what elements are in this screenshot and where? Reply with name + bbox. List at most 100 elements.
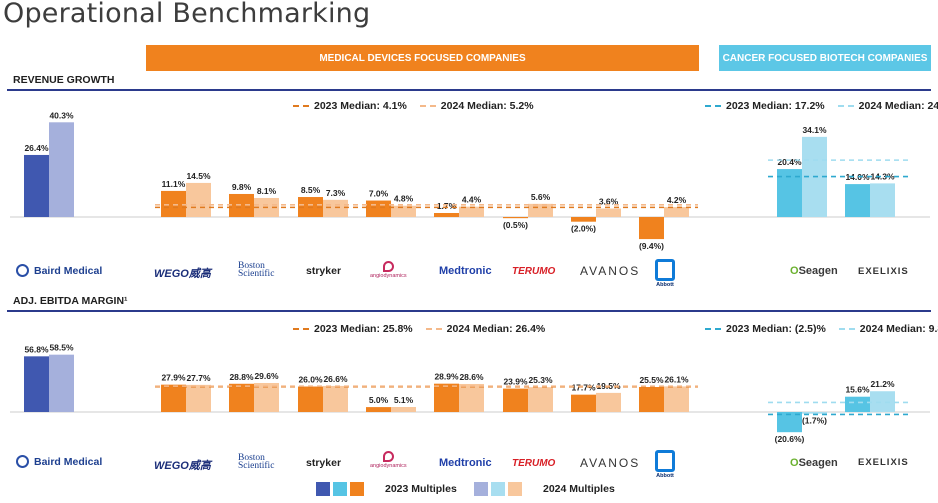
abbott-logo-icon xyxy=(655,259,675,281)
logo-stryker: stryker xyxy=(306,457,342,469)
revenue-rule xyxy=(7,89,931,91)
label-revenue-baird-2023: 26.4% xyxy=(24,143,49,153)
label-ebitda-terumo-2023: 23.9% xyxy=(503,377,528,387)
legend-2024-label: 2024 Multiples xyxy=(543,483,615,495)
bar-revenue-abbott-2024 xyxy=(664,207,689,217)
ebitda-cancer-median-legend: 2023 Median: (2.5)% 2024 Median: 9.8% xyxy=(705,323,938,335)
logo-seagen: OSeagen xyxy=(790,457,838,469)
label-revenue-baird-2024: 40.3% xyxy=(49,110,74,120)
label-ebitda-stryker-2024: 26.6% xyxy=(323,374,348,384)
label-ebitda-terumo-2024: 25.3% xyxy=(528,375,553,385)
bar-ebitda-medtronic-2024 xyxy=(459,383,484,412)
legend-swatch-cancer-2023 xyxy=(333,482,347,496)
median-2024-dash-icon xyxy=(425,328,442,330)
bar-revenue-abbott-2023 xyxy=(639,217,664,240)
bar-revenue-avanos-2024 xyxy=(596,208,621,217)
bar-ebitda-exelixis-2023 xyxy=(845,396,870,412)
logo-boston-scientific: Boston Scientific xyxy=(238,453,275,471)
median-2024-dash-icon xyxy=(837,105,854,107)
bar-ebitda-angiodynamics-2024 xyxy=(391,407,416,412)
revenue-can-2024-median: 2024 Median: 24.2% xyxy=(858,100,938,112)
label-revenue-seagen-2024: 34.1% xyxy=(802,125,827,135)
label-revenue-wego-2024: 14.5% xyxy=(186,171,211,181)
label-revenue-wego-2023: 11.1% xyxy=(162,179,186,189)
bar-ebitda-wego-2023 xyxy=(161,384,186,412)
median-2023-dash-icon xyxy=(293,328,309,330)
bar-ebitda-medtronic-2023 xyxy=(434,383,459,412)
label-revenue-terumo-2024: 5.6% xyxy=(531,192,551,202)
legend-2024: 2024 Multiples xyxy=(474,482,615,496)
label-revenue-medtronic-2024: 4.4% xyxy=(462,195,482,205)
label-revenue-abbott-2023: (9.4%) xyxy=(639,241,664,251)
label-revenue-angiodynamics-2023: 7.0% xyxy=(369,189,389,199)
logo-abbott: Abbott xyxy=(655,450,675,479)
angiodynamics-logo-icon xyxy=(382,261,394,272)
label-revenue-stryker-2024: 7.3% xyxy=(326,188,346,198)
ebitda-margin-title: ADJ. EBITDA MARGIN¹ xyxy=(13,295,128,307)
label-ebitda-seagen-2024: (1.7%) xyxy=(802,416,827,426)
revenue-med-2023-median: 2023 Median: 4.1% xyxy=(314,100,407,112)
label-ebitda-avanos-2023: 17.7% xyxy=(571,383,596,393)
bar-revenue-angiodynamics-2023 xyxy=(366,200,391,217)
ebitda-can-2024-median: 2024 Median: 9.8% xyxy=(859,323,938,335)
bar-ebitda-terumo-2023 xyxy=(503,388,528,412)
label-revenue-boston-2024: 8.1% xyxy=(257,186,277,196)
revenue-med-2024-median: 2024 Median: 5.2% xyxy=(440,100,534,112)
label-ebitda-seagen-2023: (20.6%) xyxy=(775,434,805,444)
ebitda-med-2024-median: 2024 Median: 26.4% xyxy=(446,323,546,335)
label-ebitda-boston-2024: 29.6% xyxy=(254,371,279,381)
logo-medtronic: Medtronic xyxy=(439,457,492,469)
revenue-medical-median-legend: 2023 Median: 4.1% 2024 Median: 5.2% xyxy=(293,100,534,112)
bar-ebitda-seagen-2023 xyxy=(777,412,802,433)
median-2024-dash-icon xyxy=(838,328,855,330)
logo-wego: WEGO威高 xyxy=(154,268,211,280)
median-2024-dash-icon xyxy=(419,105,436,107)
bar-revenue-boston-2023 xyxy=(229,193,254,217)
logo-avanos: AVANOS xyxy=(580,264,641,278)
bar-revenue-angiodynamics-2024 xyxy=(391,205,416,217)
bar-revenue-stryker-2024 xyxy=(323,199,348,217)
label-ebitda-angiodynamics-2023: 5.0% xyxy=(369,395,389,405)
logo-seagen: OSeagen xyxy=(790,265,838,277)
median-2023-dash-icon xyxy=(293,105,309,107)
bar-revenue-terumo-2023 xyxy=(503,217,528,219)
bar-ebitda-avanos-2024 xyxy=(596,392,621,412)
medical-devices-band: MEDICAL DEVICES FOCUSED COMPANIES xyxy=(146,45,699,71)
logo-exelixis: EXELIXIS xyxy=(858,457,909,468)
angiodynamics-logo-icon xyxy=(382,451,394,462)
page-title: Operational Benchmarking xyxy=(3,0,371,29)
baird-logo-icon xyxy=(16,455,29,468)
logo-terumo: TERUMO xyxy=(512,266,556,277)
label-ebitda-baird-2024: 58.5% xyxy=(49,343,74,353)
bar-revenue-avanos-2023 xyxy=(571,217,596,222)
logo-medtronic: Medtronic xyxy=(439,265,492,277)
logo-angiodynamics: angiodynamics xyxy=(370,451,407,469)
label-ebitda-baird-2023: 56.8% xyxy=(24,344,49,354)
label-ebitda-stryker-2023: 26.0% xyxy=(298,375,323,385)
bar-ebitda-wego-2024 xyxy=(186,384,211,412)
label-ebitda-wego-2024: 27.7% xyxy=(186,373,211,383)
median-2023-dash-icon xyxy=(705,328,721,330)
bar-ebitda-avanos-2023 xyxy=(571,394,596,412)
bar-ebitda-boston-2023 xyxy=(229,383,254,412)
median-2023-dash-icon xyxy=(705,105,721,107)
bar-revenue-wego-2023 xyxy=(161,190,186,217)
logo-avanos: AVANOS xyxy=(580,456,641,470)
bar-revenue-wego-2024 xyxy=(186,182,211,217)
bar-ebitda-seagen-2024 xyxy=(802,412,827,414)
label-revenue-terumo-2023: (0.5%) xyxy=(503,220,528,230)
ebitda-rule xyxy=(7,310,931,312)
label-revenue-seagen-2023: 20.4% xyxy=(777,157,802,167)
label-ebitda-abbott-2024: 26.1% xyxy=(664,374,689,384)
logo-stryker: stryker xyxy=(306,265,342,277)
bar-ebitda-baird-2023 xyxy=(24,356,49,412)
label-revenue-medtronic-2023: 1.7% xyxy=(437,201,457,211)
ebitda-med-2023-median: 2023 Median: 25.8% xyxy=(314,323,413,335)
bar-revenue-exelixis-2023 xyxy=(845,184,870,217)
bar-revenue-terumo-2024 xyxy=(528,203,553,217)
legend-swatch-baird-2023 xyxy=(316,482,330,496)
abbott-logo-icon xyxy=(655,450,675,472)
legend-swatch-medical-2024 xyxy=(508,482,522,496)
bar-ebitda-baird-2024 xyxy=(49,354,74,412)
